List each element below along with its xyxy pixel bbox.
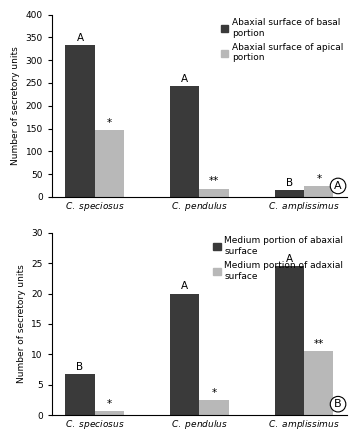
Text: A: A — [181, 282, 188, 291]
Text: **: ** — [209, 176, 219, 187]
Bar — [95, 130, 124, 197]
Bar — [170, 293, 199, 415]
Bar — [66, 45, 95, 197]
Bar — [199, 189, 229, 197]
Text: A: A — [286, 254, 293, 264]
Bar — [275, 190, 304, 197]
Text: B: B — [77, 362, 83, 372]
Text: *: * — [107, 399, 112, 409]
Bar — [170, 86, 199, 197]
Bar — [66, 374, 95, 415]
Bar — [199, 400, 229, 415]
Bar — [304, 187, 334, 197]
Text: *: * — [107, 118, 112, 128]
Text: B: B — [334, 399, 342, 409]
Legend: Medium portion of abaxial
surface, Medium portion of adaxial
surface: Medium portion of abaxial surface, Mediu… — [212, 235, 345, 282]
Text: A: A — [77, 33, 83, 43]
Text: **: ** — [314, 339, 324, 349]
Bar — [304, 351, 334, 415]
Bar — [95, 412, 124, 415]
Y-axis label: Number of secretory units: Number of secretory units — [11, 46, 20, 165]
Legend: Abaxial surface of basal
portion, Abaxial surface of apical
portion: Abaxial surface of basal portion, Abaxia… — [219, 16, 345, 64]
Text: B: B — [286, 178, 293, 188]
Text: *: * — [316, 174, 321, 184]
Bar — [275, 266, 304, 415]
Text: A: A — [181, 74, 188, 84]
Y-axis label: Number of secretory units: Number of secretory units — [17, 265, 26, 383]
Text: *: * — [212, 388, 217, 398]
Text: A: A — [334, 181, 342, 191]
